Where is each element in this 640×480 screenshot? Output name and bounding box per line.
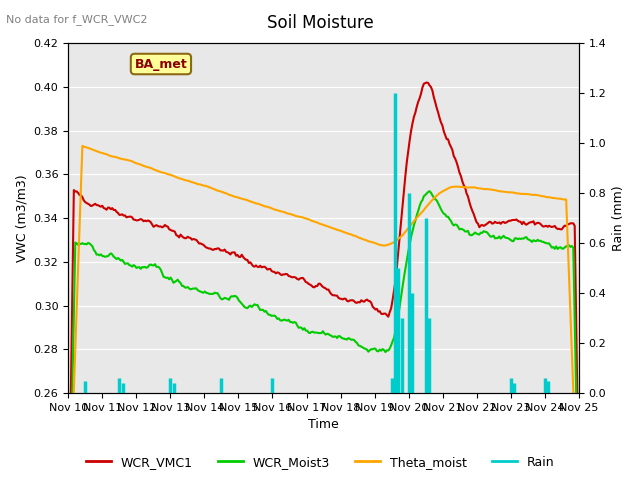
Legend: WCR_VMC1, WCR_Moist3, Theta_moist, Rain: WCR_VMC1, WCR_Moist3, Theta_moist, Rain [81, 451, 559, 474]
X-axis label: Time: Time [308, 419, 339, 432]
Text: Soil Moisture: Soil Moisture [267, 14, 373, 33]
Y-axis label: VWC (m3/m3): VWC (m3/m3) [15, 174, 28, 262]
Text: BA_met: BA_met [134, 58, 188, 71]
Text: No data for f_WCR_VWC2: No data for f_WCR_VWC2 [6, 14, 148, 25]
Y-axis label: Rain (mm): Rain (mm) [612, 185, 625, 251]
